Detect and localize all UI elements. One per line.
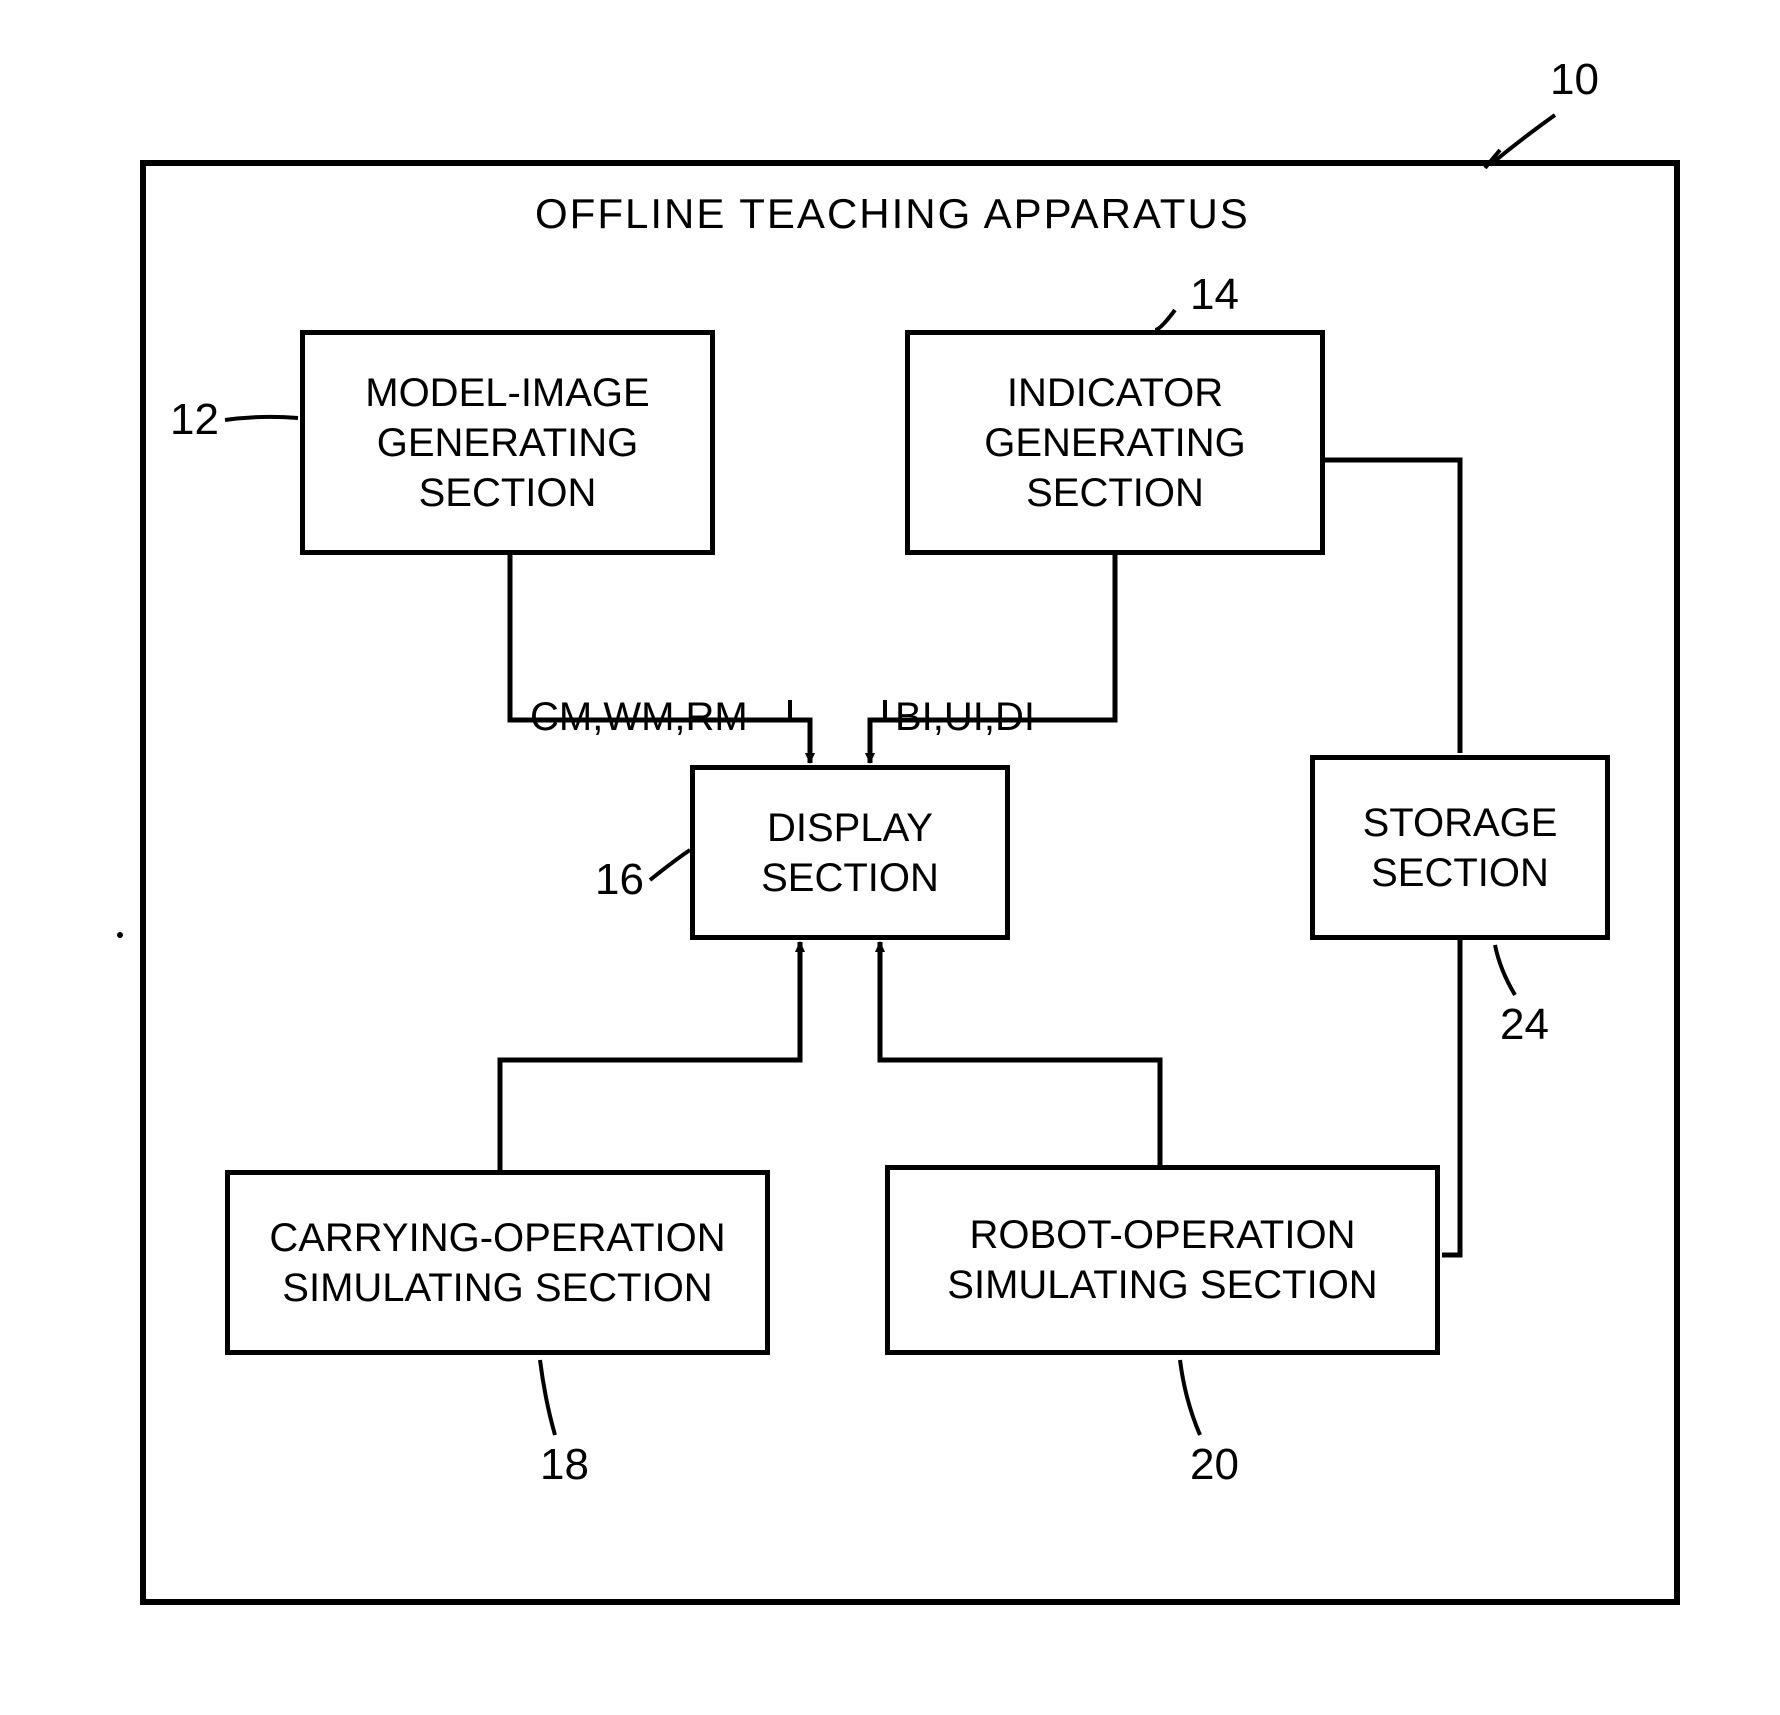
edge-label-right: BI,UI,DI — [895, 695, 1035, 740]
block-model-image: MODEL-IMAGE GENERATING SECTION — [300, 330, 715, 555]
block-robot: ROBOT-OPERATION SIMULATING SECTION — [885, 1165, 1440, 1355]
ref-16: 16 — [595, 855, 644, 905]
block-storage-text: STORAGE SECTION — [1363, 798, 1558, 898]
block-model-image-text: MODEL-IMAGE GENERATING SECTION — [365, 368, 649, 518]
block-indicator-text: INDICATOR GENERATING SECTION — [984, 368, 1246, 518]
outer-ref-label: 10 — [1550, 55, 1599, 105]
ref-12: 12 — [170, 395, 219, 445]
block-carrying: CARRYING-OPERATION SIMULATING SECTION — [225, 1170, 770, 1355]
ref-18: 18 — [540, 1440, 589, 1490]
ref-24: 24 — [1500, 1000, 1549, 1050]
block-storage: STORAGE SECTION — [1310, 755, 1610, 940]
ref-14: 14 — [1190, 270, 1239, 320]
block-display: DISPLAY SECTION — [690, 765, 1010, 940]
block-indicator: INDICATOR GENERATING SECTION — [905, 330, 1325, 555]
block-carrying-text: CARRYING-OPERATION SIMULATING SECTION — [269, 1213, 725, 1313]
edge-label-left: CM,WM,RM — [530, 695, 748, 740]
diagram-title: OFFLINE TEACHING APPARATUS — [535, 190, 1250, 238]
block-robot-text: ROBOT-OPERATION SIMULATING SECTION — [947, 1210, 1377, 1310]
diagram-canvas: 10 OFFLINE TEACHING APPARATUS MODEL-IMAG… — [0, 0, 1780, 1715]
ref-20: 20 — [1190, 1440, 1239, 1490]
block-display-text: DISPLAY SECTION — [761, 803, 939, 903]
